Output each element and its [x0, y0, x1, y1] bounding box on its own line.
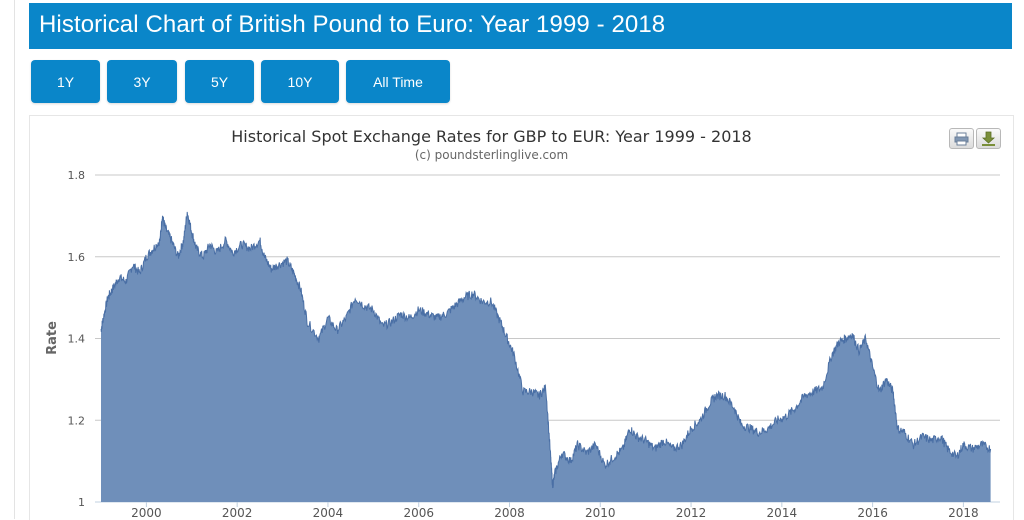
download-icon [981, 131, 996, 146]
x-tick-label: 2014 [767, 506, 798, 519]
y-axis-label: Rate [45, 321, 60, 355]
print-icon [954, 132, 969, 146]
title-bar: Historical Chart of British Pound to Eur… [29, 3, 1012, 49]
y-tick-label: 1.4 [68, 333, 86, 346]
x-tick-label: 2002 [222, 506, 253, 519]
area-series [100, 211, 992, 502]
series-line [100, 211, 992, 489]
axes: 1 1.2 1.4 1.6 1.8 2000 2002 2004 2006 2008 2010 201… [68, 169, 979, 519]
y-tick-label: 1 [78, 496, 85, 509]
download-button[interactable] [976, 128, 1001, 149]
area-fill [101, 211, 991, 502]
x-tick-label: 2016 [857, 506, 888, 519]
page-left-border [14, 0, 15, 519]
range-button-3y[interactable]: 3Y [107, 60, 177, 103]
print-button[interactable] [949, 128, 974, 149]
y-tick-label: 1.2 [68, 414, 86, 427]
y-tick-label: 1.6 [68, 251, 86, 264]
x-tick-label: 2004 [313, 506, 344, 519]
page-title: Historical Chart of British Pound to Eur… [39, 11, 666, 38]
x-tick-label: 2012 [676, 506, 707, 519]
x-tick-label: 2010 [585, 506, 616, 519]
x-tick-label: 2018 [948, 506, 979, 519]
x-tick-label: 2008 [494, 506, 525, 519]
chart-title: Historical Spot Exchange Rates for GBP t… [231, 127, 752, 146]
range-button-all-time[interactable]: All Time [346, 60, 450, 103]
range-button-5y[interactable]: 5Y [185, 60, 254, 103]
x-tick-label: 2000 [131, 506, 162, 519]
chart-subtitle: (c) poundsterlinglive.com [414, 148, 569, 162]
y-tick-label: 1.8 [68, 169, 86, 182]
x-tick-label: 2006 [403, 506, 434, 519]
range-button-10y[interactable]: 10Y [261, 60, 339, 103]
range-button-1y[interactable]: 1Y [31, 60, 100, 103]
